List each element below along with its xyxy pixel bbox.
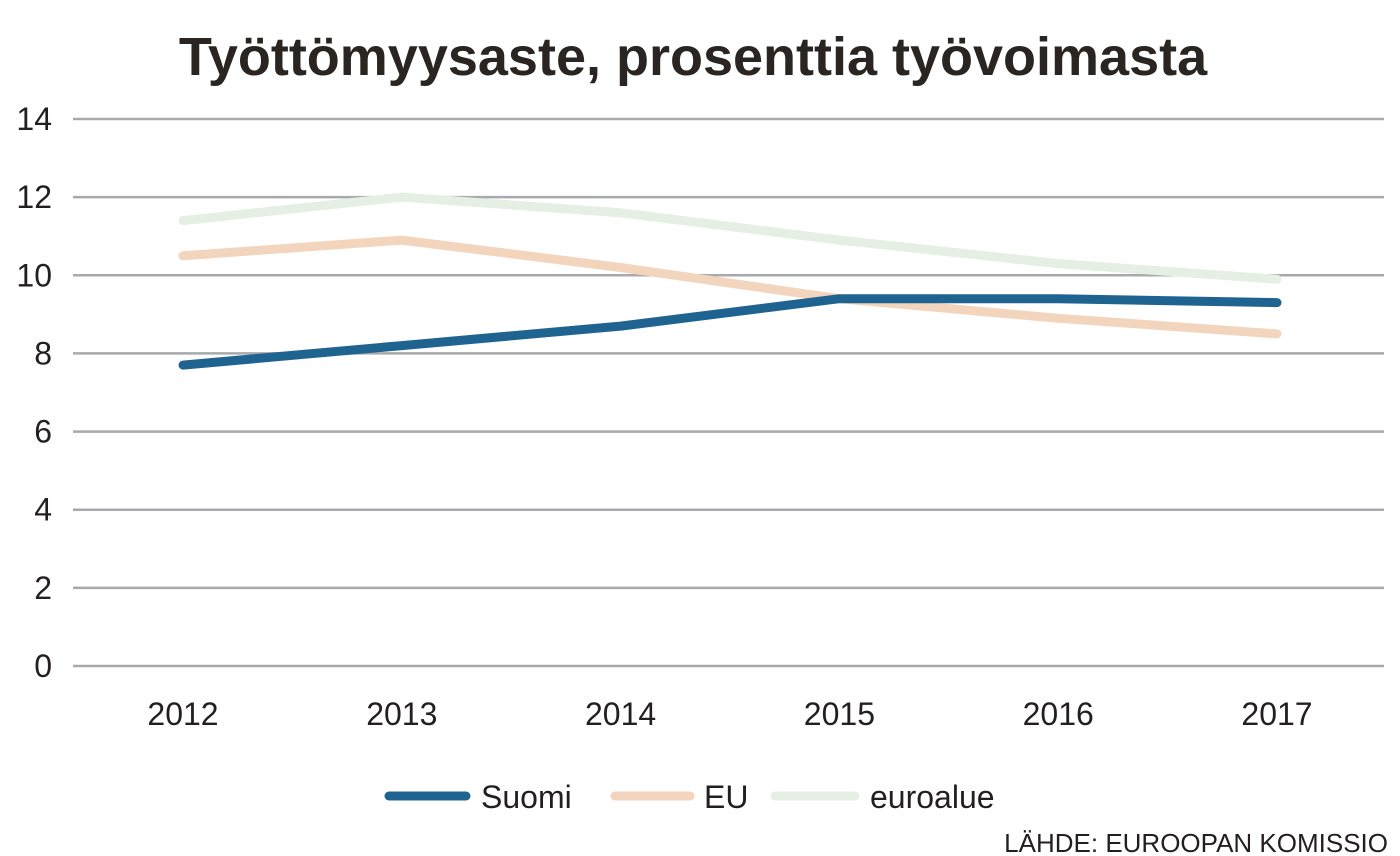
x-tick-label: 2013 [366, 696, 437, 732]
y-axis-ticks: 0 2 4 6 8 10 12 14 [16, 101, 52, 684]
x-tick-label: 2014 [585, 696, 656, 732]
x-tick-label: 2016 [1023, 696, 1094, 732]
y-tick-label: 4 [34, 492, 52, 528]
x-axis-ticks: 2012 2013 2014 2015 2016 2017 [147, 696, 1312, 732]
y-tick-label: 8 [34, 335, 52, 371]
x-tick-label: 2012 [147, 696, 218, 732]
chart-title: Työttömyysaste, prosenttia työvoimasta [179, 27, 1208, 87]
x-tick-label: 2017 [1241, 696, 1312, 732]
x-tick-label: 2015 [804, 696, 875, 732]
legend: Suomi EU euroalue [384, 779, 995, 815]
series-line-eu [178, 235, 1282, 339]
y-tick-label: 14 [16, 101, 52, 137]
series-line-euroalue [178, 192, 1282, 284]
legend-label-euroalue: euroalue [870, 779, 995, 815]
y-tick-label: 2 [34, 570, 52, 606]
legend-label-eu: EU [704, 779, 748, 815]
y-tick-label: 0 [34, 648, 52, 684]
y-tick-label: 10 [16, 257, 52, 293]
y-tick-label: 12 [16, 179, 52, 215]
series-line-suomi [178, 294, 1282, 370]
legend-label-suomi: Suomi [481, 779, 572, 815]
gridlines [73, 117, 1384, 668]
y-tick-label: 6 [34, 414, 52, 450]
series-lines [178, 192, 1282, 370]
source-note: LÄHDE: EUROOPAN KOMISSIO [1004, 828, 1388, 856]
